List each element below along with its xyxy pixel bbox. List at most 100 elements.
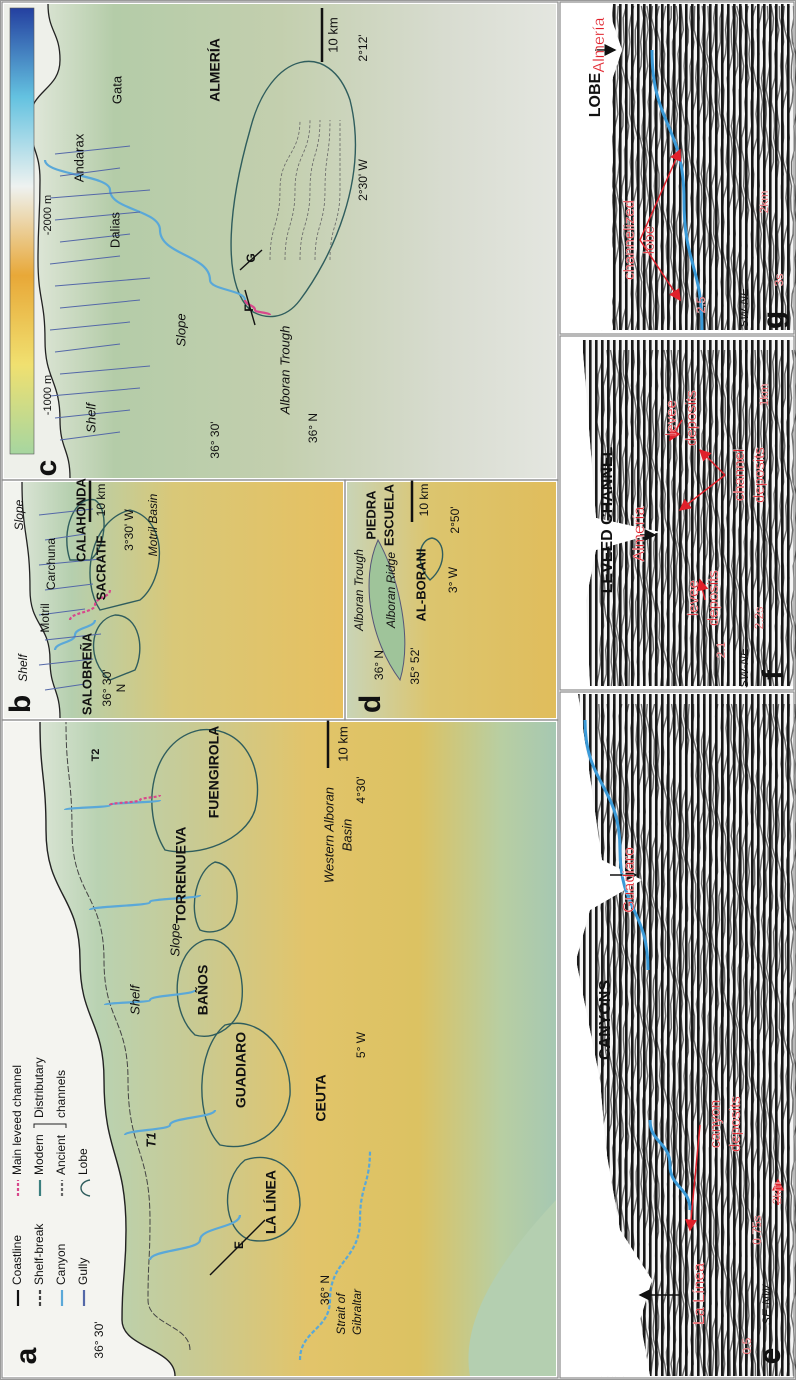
annotation: Gata [109,75,124,104]
annotation: 2°50' [448,506,462,533]
annotation: CANYONS [597,980,614,1060]
annotation: deposits [727,1096,744,1152]
annotation: 3°30' W [122,508,136,550]
annotation: Almería [631,506,648,561]
map-b [4,482,343,718]
annotation: Alboran Trough [352,549,366,632]
annotation: SALOBREÑA [79,632,94,715]
annotation: canyon [707,1100,724,1148]
annotation: Carchuna [44,538,58,590]
panel-label: g [757,311,790,329]
annotation: T1 [143,1132,158,1147]
annotation: Guadiaro [621,847,638,913]
annotation: deposits [683,390,700,446]
annotation: 2.1 [714,641,728,658]
annotation: Slope [173,313,188,346]
annotation: 36° N [306,413,320,443]
annotation: CALAHONDA [73,478,88,562]
annotation: LEVEED CHANNEL [599,446,616,593]
annotation: 10 km [335,726,350,761]
annotation: -2000 m [42,195,54,235]
annotation: 0.5 [740,1337,754,1354]
colour-bar [10,8,34,454]
annotation: Shelf [127,984,142,1015]
annotation: 36° 30' [92,1321,106,1358]
annotation: Shelf-break [32,1223,46,1285]
panel-label: e [754,1348,787,1365]
panel-label: f [757,669,790,680]
annotation: 3s [772,274,786,287]
annotation: lobe [641,226,658,254]
annotation: levee [685,580,702,616]
annotation: channels [54,1070,68,1118]
annotation: E [232,1241,246,1249]
annotation: 36° 30' [100,669,114,706]
annotation: 2°12' [356,34,370,61]
annotation: Alboran Ridge [384,552,398,629]
annotation: 36° N [372,650,386,680]
panel-label: d [354,695,387,713]
annotation: Alboran Trough [277,326,292,416]
annotation: Andarax [71,133,86,182]
panel-label: b [4,695,37,713]
annotation: ESCUELA [381,483,396,546]
annotation: Motril [38,603,52,632]
annotation: GUADIARO [233,1032,249,1108]
annotation: 2°30' W [356,158,370,200]
annotation: Shelf [83,402,98,433]
annotation: N [114,684,128,693]
annotation: 2.5 [694,296,708,313]
annotation: deposits [705,570,722,626]
annotation: Dalias [107,211,122,248]
annotation: Distributary [32,1057,46,1118]
annotation: BAÑOS [194,965,211,1016]
annotation: Main leveed channel [10,1065,24,1175]
annotation: 36° N [318,1275,332,1305]
annotation: LOBE [587,72,604,117]
annotation: 35° 52' [408,647,422,684]
annotation: Almería [591,17,608,72]
page: {"panels": [ {"texts": ["a", "Coastline"… [0,0,796,1380]
annotation: -1000 m [42,375,54,415]
annotation: Lobe [76,1148,90,1175]
annotation: AL-BORANI [413,549,428,622]
annotation: 10 km [325,17,340,52]
annotation: Gully [76,1258,90,1285]
annotation: Modern [32,1134,46,1175]
annotation: 1km [757,384,771,407]
annotation: 4°30' [354,776,368,803]
panel-label: c [30,460,63,477]
annotation: Ancient [54,1134,68,1175]
annotation: 0.75s [750,1215,764,1244]
annotation: G [244,253,258,262]
annotation: Slope [167,923,182,956]
annotation: Slope [12,499,26,530]
annotation: Shelf [16,653,30,682]
annotation: Strait of [334,1292,348,1335]
annotation: SW-NE [737,287,751,328]
annotation: TORRENUEVA [173,827,189,924]
annotation: PIEDRA [363,490,378,540]
annotation: 3° W [446,566,460,593]
annotation: 2.2s [752,607,766,630]
annotation: Basin [339,819,354,852]
annotation: F [242,304,256,311]
annotation: 36° 30' [208,421,222,458]
annotation: levee [663,400,680,436]
annotation: Canyon [54,1244,68,1285]
panel-label: a [10,1347,43,1364]
annotation: 2km [770,1182,784,1205]
annotation: channel [731,449,748,502]
annotation: 10 km [94,484,108,517]
annotation: Western Alboran [321,787,336,883]
annotation: FUENGIROLA [206,726,222,819]
figure-body: a Coastline Shelf-break Canyon Gully Main lev… [2,2,796,1378]
annotation: 10 km [417,484,431,517]
annotation: SW-NE [737,647,751,688]
annotation: SACRATIF [93,536,108,601]
annotation: Gibraltar [350,1288,364,1335]
annotation: SE-NW [760,1283,774,1325]
annotation: Coastline [10,1235,24,1285]
annotation: T2 [90,749,102,762]
annotation: channelized [621,200,638,280]
